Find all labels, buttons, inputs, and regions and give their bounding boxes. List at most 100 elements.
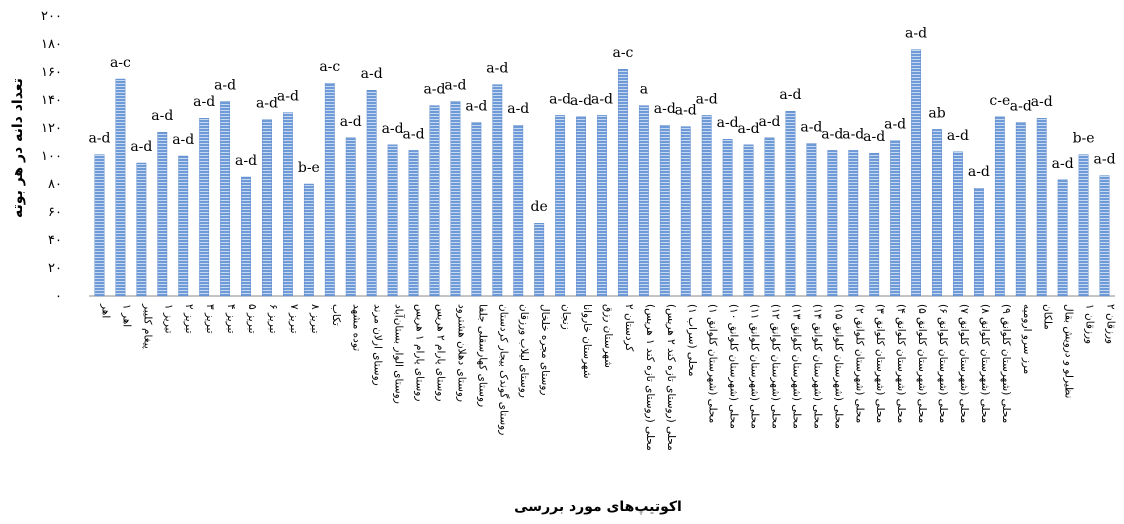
significance-label: a-d <box>800 119 822 135</box>
category-label: تبریز ۸ <box>309 304 321 334</box>
category-label: محلی (شهرستان کلوانق ۱۳) <box>790 304 802 429</box>
y-tick-label: ۱۶۰ <box>41 65 62 80</box>
bar <box>659 124 670 297</box>
category-label: محلی (شهرستان کلوانق ۷) <box>958 304 970 423</box>
significance-label: c-e <box>989 93 1010 109</box>
category-label: روستای کهارسقلی جلفا <box>476 304 488 407</box>
y-tick-label: ۱۲۰ <box>41 121 62 136</box>
category-label: تبریز ۴ <box>225 304 237 334</box>
bar <box>471 122 482 297</box>
category-label: محلی (شهرستان کلوانق ۱۱) <box>749 304 761 429</box>
bar <box>827 150 838 297</box>
category-label: نظیرلو و درویش بقال <box>1063 304 1075 398</box>
significance-label: a-c <box>612 45 633 61</box>
category-label: روستای پارام ۲ هریس <box>434 304 446 401</box>
bar <box>513 124 524 297</box>
y-tick-label: ۲۰۰ <box>41 9 62 24</box>
category-label: محلی (شهرستان کلوانق ۱۴) <box>811 304 823 429</box>
bar <box>1015 122 1026 297</box>
bar <box>136 162 147 297</box>
bar <box>597 115 607 297</box>
category-label: توده مشهد <box>351 304 363 351</box>
significance-label: a-d <box>151 108 173 124</box>
category-label: روستای الوار بستان‌آباد <box>393 304 406 404</box>
bar <box>848 150 859 297</box>
significance-label: a-d <box>758 114 780 130</box>
category-label: تبریز ۷ <box>288 304 300 334</box>
bar <box>262 119 272 297</box>
y-tick-label: ۱۴۰ <box>41 93 62 108</box>
significance-label: b-e <box>1073 131 1095 147</box>
category-label: محلی (شهرستان کلوانق ۸) <box>979 304 991 423</box>
category-labels: اهر اهر ۱ پیغام کلیبر تبریز ۱ تبریز ۲ تبریز ۳… <box>99 303 1116 451</box>
bar <box>638 105 649 297</box>
category-label: زنجان <box>560 304 572 330</box>
category-label: ورزقان ۱ <box>1084 304 1096 344</box>
significance-label: a-d <box>235 153 257 169</box>
category-label: محلی (روستای تازه کند ۱ هریس) <box>644 304 656 451</box>
category-label: تبریز ۱ <box>162 304 174 334</box>
category-label: روستای دهلان هشترود <box>455 304 467 402</box>
bar <box>366 89 377 297</box>
bar <box>199 117 210 297</box>
category-label: محلی (سراب ۱) <box>686 304 698 377</box>
significance-label: a-d <box>947 128 969 144</box>
significance-label: a-d <box>717 115 739 131</box>
bar <box>387 144 398 297</box>
significance-label: a-d <box>905 26 927 42</box>
bar <box>1057 179 1068 297</box>
significance-label: a-d <box>340 114 362 130</box>
bar <box>555 115 566 297</box>
y-tick-label: ۱۸۰ <box>41 37 62 52</box>
bar <box>701 115 712 297</box>
bar <box>890 140 901 297</box>
significance-label: a-d <box>256 96 278 112</box>
y-tick-label: ۶۰ <box>48 205 62 220</box>
significance-label: a-d <box>88 131 110 147</box>
significance-label: ab <box>928 105 945 121</box>
bar <box>1036 117 1047 297</box>
bar <box>576 116 586 297</box>
significance-label: a-d <box>1031 94 1053 110</box>
bar <box>408 150 419 297</box>
bar <box>953 151 963 297</box>
bars <box>94 49 1110 297</box>
category-label: تبریز ۲ <box>183 304 195 334</box>
category-label: مرز سرو ارومیه <box>1021 304 1033 374</box>
bar <box>722 138 733 297</box>
category-label: محلی (شهرستان کلوانق ۱۵) <box>832 304 844 429</box>
bar <box>324 82 335 297</box>
category-label: کردستان ۲ <box>623 304 635 351</box>
significance-labels: a-da-ca-da-da-da-da-da-da-da-db-ea-ca-da… <box>88 26 1115 216</box>
significance-label: a-d <box>486 61 508 77</box>
y-tick-label: ۰ <box>55 289 62 304</box>
bar <box>680 126 691 297</box>
bar <box>743 144 754 297</box>
bar <box>115 78 126 297</box>
bar <box>1078 154 1089 297</box>
category-label: پیغام کلیبر <box>141 303 153 349</box>
significance-label: b-e <box>298 160 320 176</box>
bar <box>94 154 105 297</box>
significance-label: a-d <box>549 91 571 107</box>
significance-label: a-d <box>423 82 445 98</box>
significance-label: a-d <box>654 101 676 117</box>
significance-label: a-d <box>591 91 613 107</box>
bar <box>429 105 440 297</box>
category-label: روستای گوندک بیجار کردستان <box>497 304 510 435</box>
significance-label: a-d <box>214 77 236 93</box>
category-label: محلی (شهرستان کلوانق ۴) <box>895 304 907 423</box>
category-label: تبریز ۵ <box>246 304 258 334</box>
significance-label: a-d <box>842 126 864 142</box>
category-label: روستای پارام ۱ هریس <box>414 304 426 401</box>
bar <box>492 84 503 297</box>
significance-label: a-d <box>1052 156 1074 172</box>
category-label: ملکان <box>1042 304 1054 330</box>
category-label: ورزقان ۲ <box>1105 304 1117 344</box>
category-label: شهرستان خاروانا <box>581 304 593 379</box>
bar <box>994 116 1005 297</box>
y-tick-label: ۴۰ <box>48 233 62 248</box>
significance-label: a-d <box>779 87 801 103</box>
significance-label: a-d <box>675 103 697 119</box>
